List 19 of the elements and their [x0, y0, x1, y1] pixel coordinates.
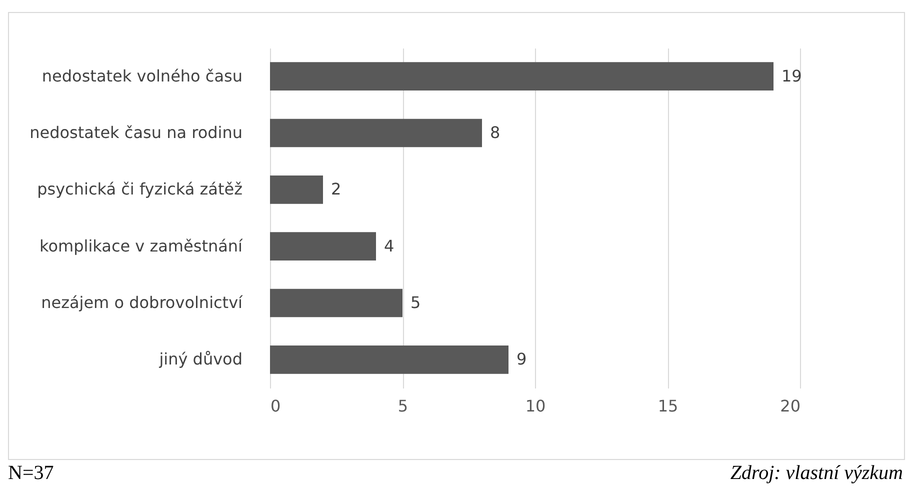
- y-tick-label: nezájem o dobrovolnictví: [41, 293, 244, 312]
- y-tick-label: komplikace v zaměstnání: [40, 236, 244, 256]
- x-tick-label: 15: [658, 396, 678, 416]
- x-tick-label: 5: [398, 396, 408, 416]
- text: Zdroj: vlastní výzkum: [730, 462, 903, 485]
- x-tick-label: 20: [780, 396, 800, 416]
- data-label: 19: [782, 66, 802, 86]
- data-label: 4: [384, 236, 394, 256]
- y-tick-label: nedostatek času na rodinu: [30, 123, 242, 142]
- data-label: 9: [516, 350, 527, 369]
- y-tick-label: nedostatek volného času: [42, 66, 242, 86]
- y-tick-label: psychická či fyzická zátěž: [37, 180, 242, 199]
- text: N=37: [8, 462, 54, 485]
- data-label: 5: [410, 293, 421, 312]
- x-tick-label: 10: [525, 396, 546, 416]
- y-tick-label: jiný důvod: [158, 350, 242, 369]
- x-tick-label: 0: [270, 396, 281, 416]
- data-label: 2: [331, 180, 342, 199]
- data-label: 8: [490, 123, 500, 142]
